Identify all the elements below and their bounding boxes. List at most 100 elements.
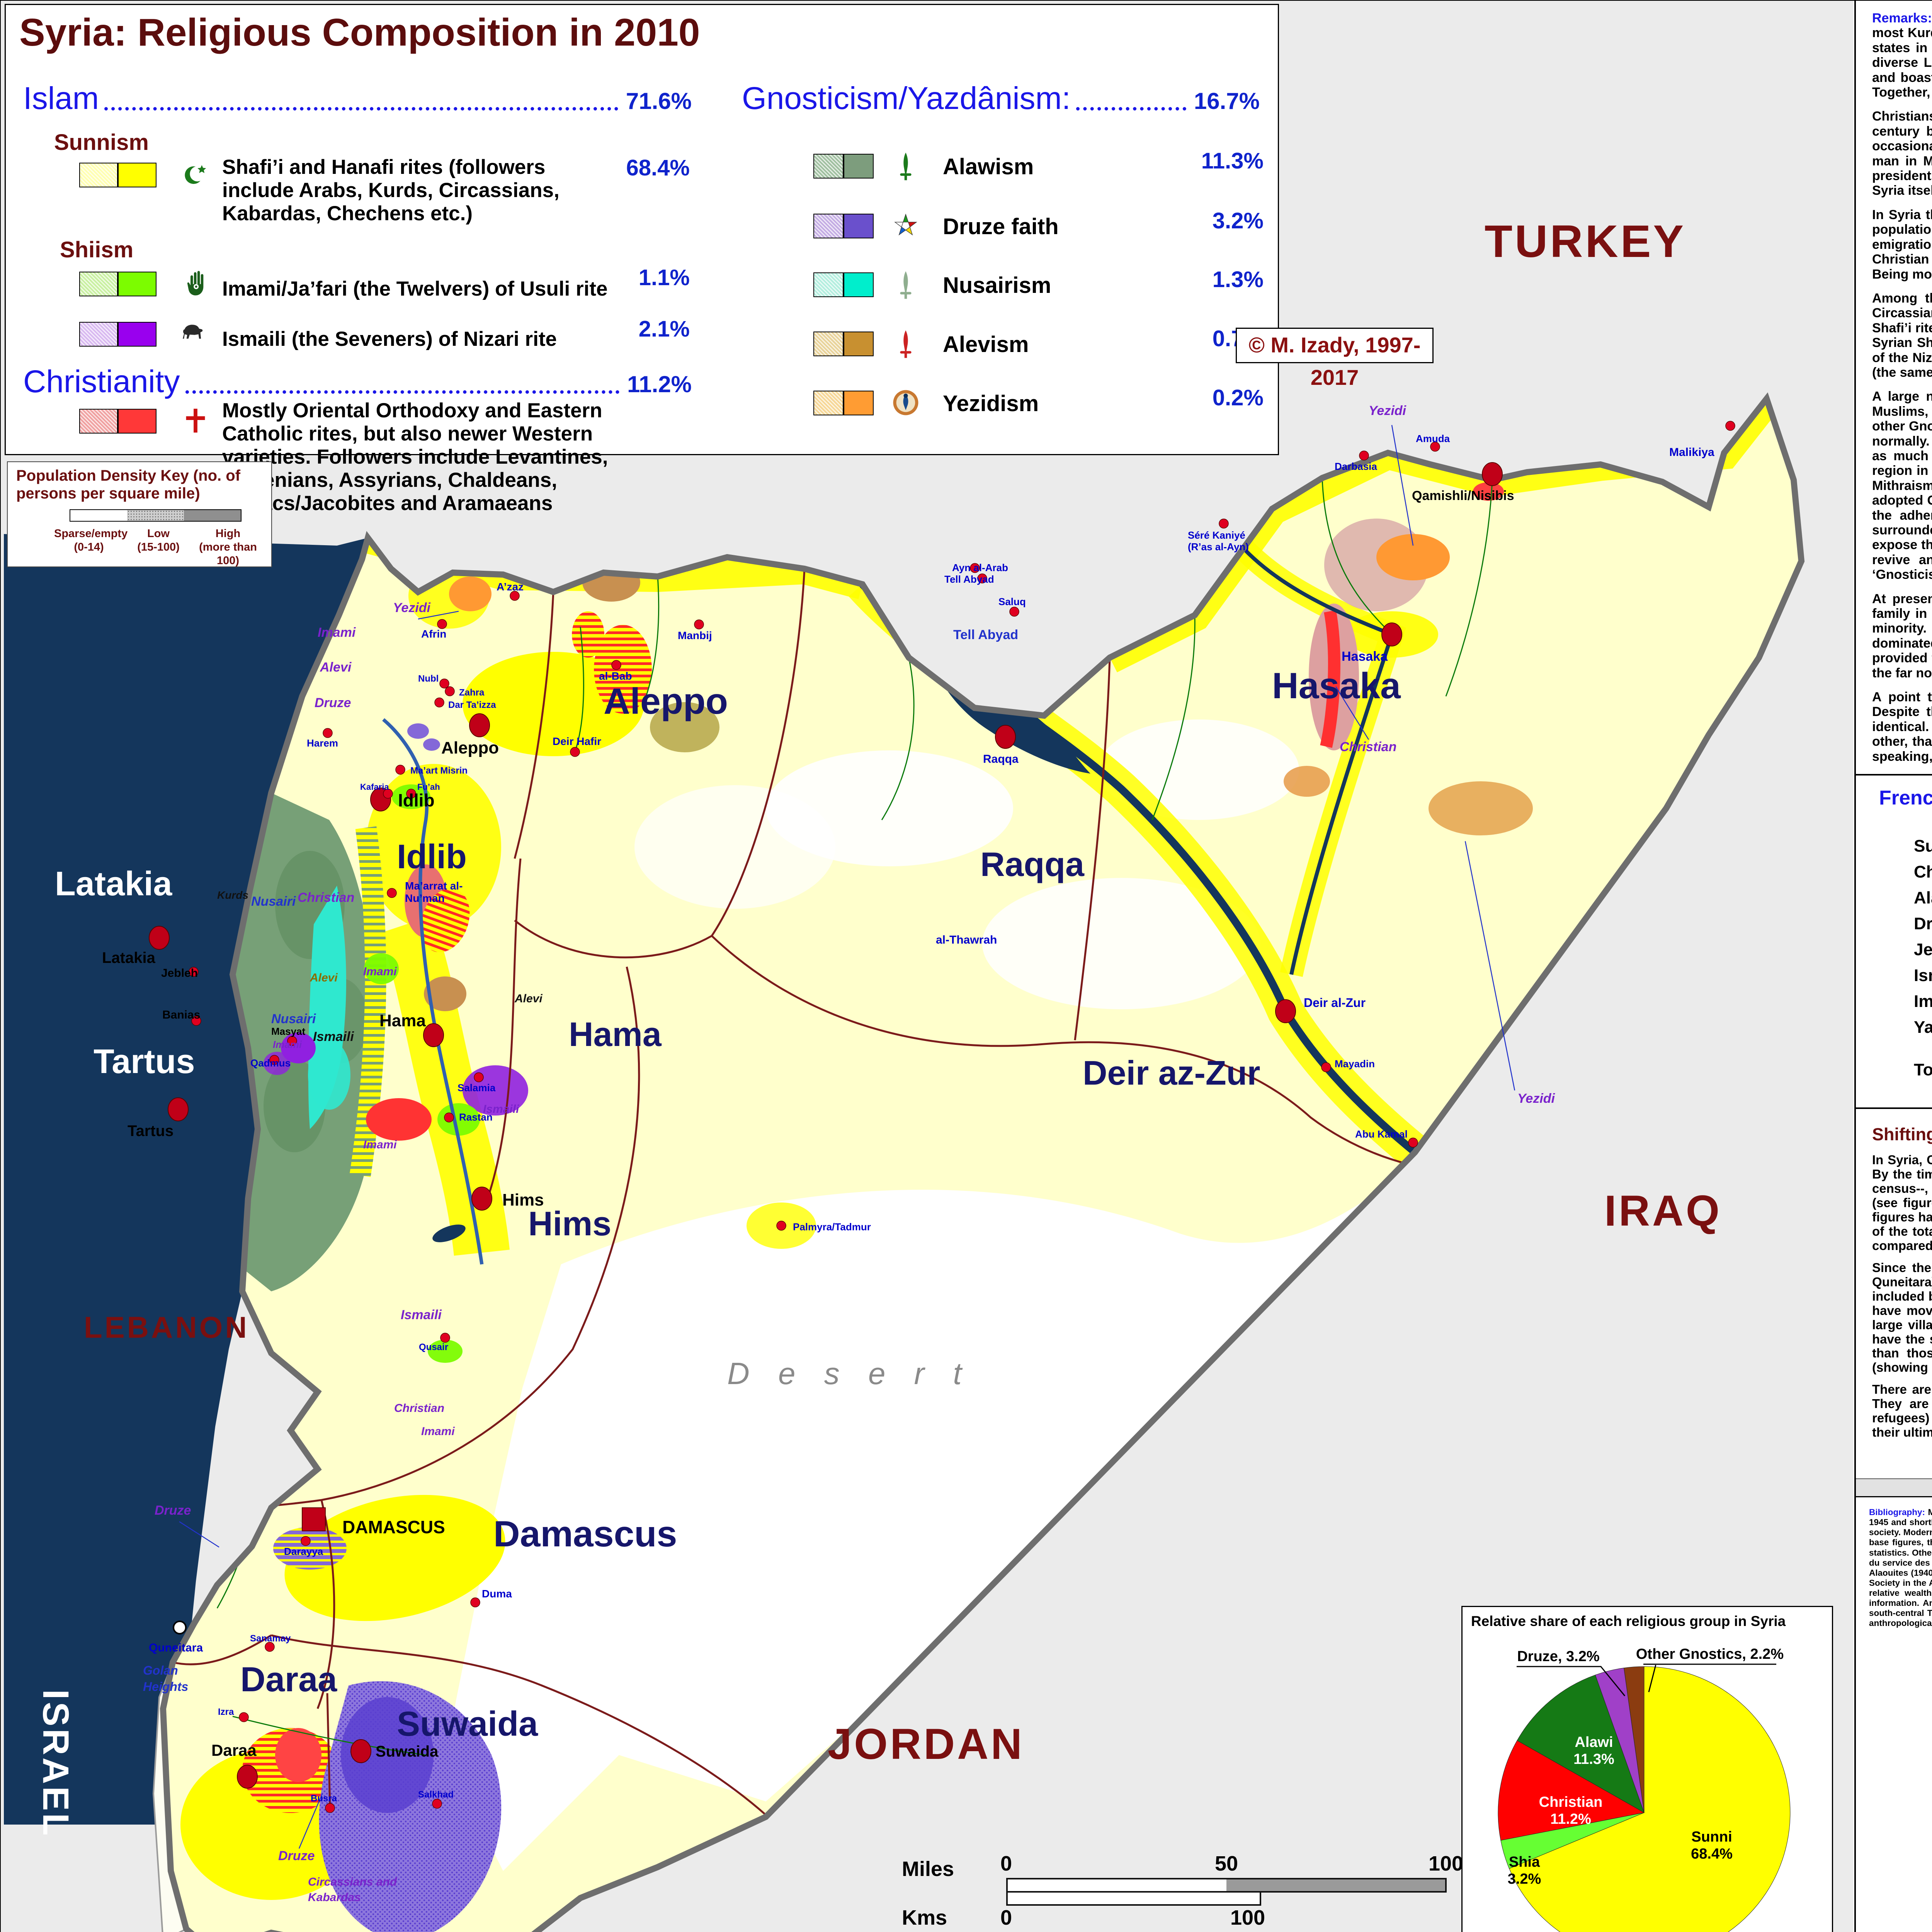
christian-low-swatch [79, 409, 118, 434]
population-density-key: Population Density Key (no. of persons p… [7, 461, 272, 567]
city-label: Dar Ta’izza [448, 700, 496, 710]
remarks-paragraph: In Syria the dwindling of the Christian … [1872, 207, 1932, 282]
city-label: Ma’arrat al- [405, 880, 463, 892]
gnostic-swatch-druze-faith [813, 214, 874, 238]
ismaili-desc: Ismaili (the Seveners) of Nizari rite [222, 328, 557, 350]
religion-label: Christian [1340, 740, 1396, 754]
city-label: Suwaida [376, 1743, 439, 1760]
religion-label: Druze [278, 1849, 315, 1863]
city-label: Idlib [398, 790, 435, 810]
gnostic-swatch-nusairism [813, 272, 874, 297]
religion-label: Alevi [320, 660, 352, 675]
city-marker-capital [149, 926, 170, 950]
kms-bar [1006, 1891, 1261, 1906]
lion-icon [183, 325, 203, 339]
pie-label: 68.4% [1691, 1846, 1733, 1862]
city-marker-capital [471, 1187, 492, 1211]
religion-label: Imami [363, 1138, 397, 1151]
region-label: Hims [528, 1204, 611, 1243]
city-label: Masyat [271, 1026, 305, 1037]
census-row: Ismaili Shias28,5271.0 [1914, 966, 1932, 985]
gnostic-pct: 0.2% [1212, 385, 1264, 410]
religion-label: Imami [273, 1039, 302, 1050]
pie-label: Other Gnostics, 2.2% [1636, 1646, 1784, 1662]
remarks-paragraph: A large number of faiths in Syria and th… [1872, 389, 1932, 582]
leader-line [1391, 425, 1414, 546]
city-label: Fu’ah [417, 782, 440, 792]
sunnism-header: Sunnism [54, 130, 149, 155]
city-label: Hims [502, 1190, 544, 1209]
census-rows: Sunnis (to include Arabs, Kurds etc)1,97… [1879, 837, 1932, 1037]
city-label: Qadmus [250, 1057, 291, 1069]
census-row: Yazidis:2,7880.1 [1914, 1018, 1932, 1037]
city-label: Zahra [459, 687, 485, 698]
city-label: Mayadin [1335, 1058, 1375, 1070]
city-label: Afrin [421, 628, 446, 640]
christianity-pct: 11.2% [627, 371, 692, 397]
city-label: (R’as al-Ayn) [1188, 541, 1249, 553]
religion-label: Christian [298, 890, 354, 905]
region-label: Hasaka [1272, 665, 1401, 706]
shifting-title: Shifting demographics and percentages [1872, 1124, 1932, 1145]
pie-label: Shia [1509, 1854, 1540, 1870]
density-seg-low [127, 510, 184, 521]
city-marker-town [1009, 607, 1019, 617]
city-label: Sanamay [250, 1633, 291, 1644]
census-row-name: Imami Shias [1914, 992, 1932, 1011]
census-box: French Mandate of Syria, Census of 1943 … [1856, 774, 1932, 1109]
map-labels: Aleppo Idlib Latakia Tartus Hama Hims Raqqa Has… [35, 403, 1719, 1904]
religion-label: Imami [363, 965, 397, 978]
city-label: Saluq [998, 596, 1026, 607]
region-label: Damascus [493, 1514, 677, 1554]
city-label: Salkhad [418, 1789, 454, 1800]
city-marker-town [191, 1016, 201, 1026]
density-seg-sparse [70, 510, 127, 521]
country-label-turkey: TURKEY [1485, 216, 1686, 267]
city-label: al-Thawrah [936, 934, 997, 946]
census-row-name: Yazidis: [1914, 1018, 1932, 1037]
religion-label: Yezidi [393, 600, 431, 615]
region-label: Idlib [397, 837, 467, 876]
gnosticism-section-row: Gnosticism/Yazdânism: 16.7% [742, 80, 1260, 117]
city-marker-town [510, 591, 520, 601]
city-marker-town [611, 660, 621, 670]
census-row-name: Ismaili Shias [1914, 966, 1932, 985]
crescent-star-icon [185, 165, 206, 184]
zulfiqar-green-icon [891, 151, 921, 181]
sunni-desc: Shafi’i and Hanafi rites (followers incl… [222, 156, 560, 225]
city-marker-town [1408, 1138, 1418, 1148]
city-marker-capital [423, 1023, 444, 1047]
remarks-paragraph: Among the Muslim Syrians a vast majority… [1872, 291, 1932, 380]
sunni-swatch [79, 163, 156, 187]
religion-label: Ismaili [313, 1029, 354, 1044]
religion-label: Kurds [217, 889, 248, 901]
remarks-label: Remarks: [1872, 11, 1932, 26]
city-marker-town [269, 1055, 279, 1065]
city-marker-town [1725, 421, 1735, 431]
census-row: Christians403,03614.1 [1914, 862, 1932, 882]
city-label: Malikiya [1669, 446, 1714, 459]
islam-label: Islam [23, 81, 99, 116]
census-row-name: Sunnis (to include Arabs, Kurds etc) [1914, 837, 1932, 856]
region-label: Latakia [55, 864, 172, 903]
city-label: Séré Kaniyé [1188, 529, 1245, 541]
city-marker-capital [168, 1097, 189, 1121]
city-label: Harem [307, 737, 338, 749]
leader-line [1335, 686, 1369, 740]
city-label: Abu Kamal [1355, 1128, 1408, 1140]
city-label: Qusair [419, 1342, 448, 1352]
district-borders [216, 480, 1493, 1756]
city-label: Banias [162, 1009, 200, 1021]
city-marker-town [1359, 451, 1369, 461]
author-signature: M. Izady [1872, 1447, 1932, 1468]
ismaili-swatch [79, 322, 156, 347]
region-label: Daraa [240, 1660, 337, 1699]
province-borders [172, 568, 1408, 1816]
city-label: Qamishli/Nisibis [1412, 488, 1514, 503]
density-seg-high [184, 510, 241, 521]
desert-label: D e s e r t [727, 1356, 972, 1391]
city-label: Rastan [459, 1111, 493, 1123]
syria-map: Aleppo Idlib Latakia Tartus Hama Hims Raqqa Has… [1, 364, 1852, 1932]
city-marker-capital [469, 713, 490, 737]
city-label: Tell Abyad [944, 573, 994, 585]
